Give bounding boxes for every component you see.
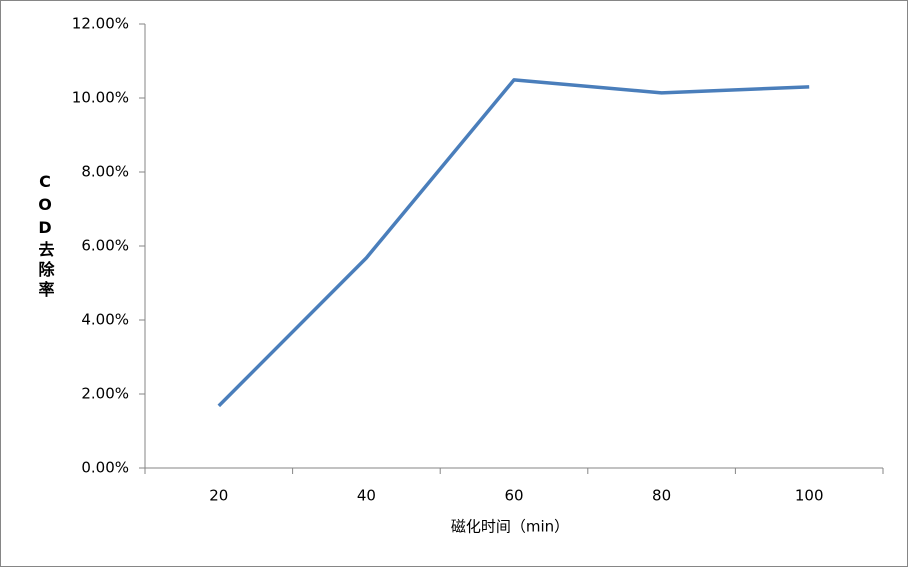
y-tick-label: 0.00% — [81, 459, 129, 477]
y-tick-label: 4.00% — [81, 311, 129, 329]
x-tick-label: 20 — [209, 487, 228, 505]
x-tick-label: 40 — [357, 487, 376, 505]
data-line — [217, 78, 810, 408]
x-tick-label: 60 — [504, 487, 523, 505]
y-tick-label: 2.00% — [81, 385, 129, 403]
x-tick-label: 100 — [795, 487, 824, 505]
y-tick-label: 12.00% — [72, 15, 129, 33]
x-tick-label: 80 — [652, 487, 671, 505]
y-axis-label: COD去除率 — [36, 172, 55, 301]
y-tick-label: 6.00% — [81, 237, 129, 255]
y-tick-label: 8.00% — [81, 163, 129, 181]
y-tick-label: 10.00% — [72, 89, 129, 107]
x-axis-label: 磁化时间（min） — [451, 518, 569, 536]
